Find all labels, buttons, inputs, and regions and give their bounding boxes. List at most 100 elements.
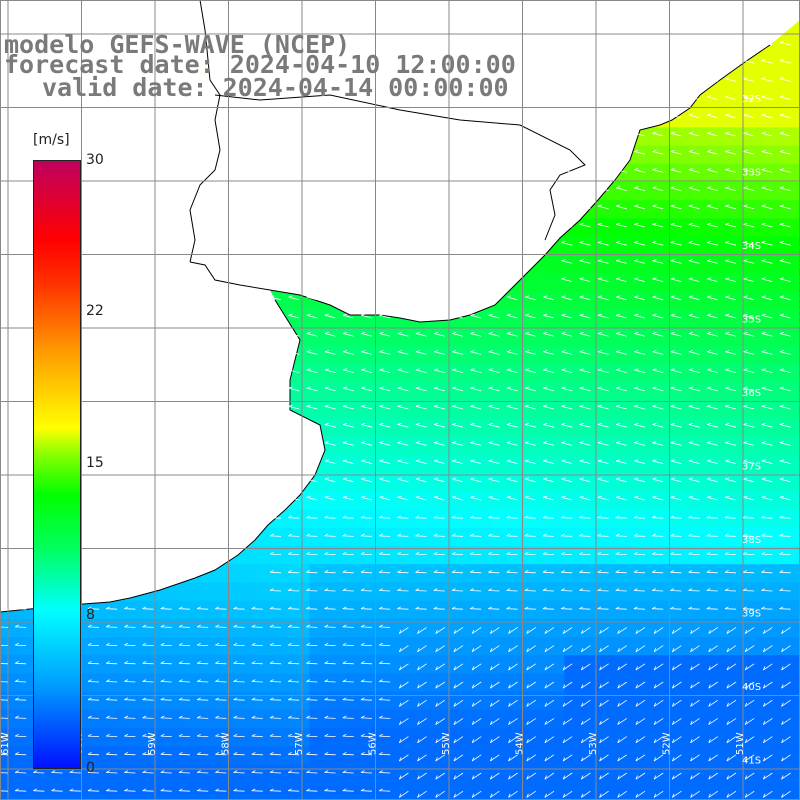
- wind-arrow: [652, 169, 664, 173]
- wind-arrow: [562, 645, 573, 653]
- wind-arrow-head: [762, 684, 766, 689]
- wind-arrow-head: [433, 386, 439, 389]
- wind-arrow: [779, 496, 791, 501]
- speed-cell: [163, 600, 183, 620]
- wind-arrow-head: [762, 720, 766, 725]
- wind-arrow-head: [762, 757, 766, 762]
- wind-arrow: [288, 735, 300, 737]
- speed-cell: [546, 618, 565, 638]
- speed-cell: [746, 436, 765, 456]
- wind-arrow: [652, 442, 664, 446]
- wind-arrow: [743, 169, 755, 173]
- speed-cell: [637, 728, 656, 747]
- wind-arrow: [324, 405, 336, 410]
- wind-arrow: [397, 571, 409, 574]
- speed-cell: [709, 582, 729, 602]
- wind-arrow: [542, 571, 555, 574]
- wind-arrow-head: [653, 793, 657, 798]
- wind-arrow-head: [688, 459, 693, 462]
- speed-cell: [436, 400, 456, 420]
- speed-cell: [691, 728, 711, 747]
- wind-arrow-head: [269, 606, 274, 610]
- speed-cell: [273, 782, 292, 800]
- wind-arrow-head: [360, 570, 365, 573]
- speed-cell: [782, 145, 800, 165]
- wind-arrow: [761, 387, 773, 392]
- wind-arrow-head: [526, 757, 529, 762]
- wind-arrow: [688, 424, 700, 428]
- wind-arrow-head: [415, 606, 420, 610]
- speed-cell: [728, 582, 747, 602]
- wind-arrow: [251, 772, 263, 774]
- wind-arrow-head: [288, 570, 292, 573]
- wind-arrow-head: [688, 570, 693, 573]
- speed-cell: [655, 345, 674, 365]
- wind-arrow-head: [615, 295, 621, 298]
- wind-arrow-head: [451, 588, 456, 591]
- speed-cell: [546, 364, 565, 383]
- wind-arrow: [633, 553, 646, 555]
- speed-cell: [291, 673, 310, 693]
- wind-arrow: [725, 132, 737, 137]
- speed-cell: [564, 691, 583, 711]
- speed-cell: [764, 618, 784, 638]
- speed-cell: [564, 782, 583, 800]
- wind-arrow-head: [471, 629, 475, 634]
- wind-arrow: [379, 644, 391, 646]
- wind-arrow: [743, 590, 755, 592]
- wind-arrow-head: [615, 515, 620, 519]
- wind-arrow: [581, 736, 591, 744]
- wind-arrow: [779, 114, 791, 119]
- speed-cell: [582, 709, 602, 729]
- wind-arrow: [306, 424, 318, 428]
- wind-arrow: [707, 333, 718, 337]
- wind-arrow: [399, 790, 409, 798]
- wind-arrow-head: [670, 386, 675, 389]
- speed-cell: [637, 691, 656, 711]
- wind-arrow-head: [744, 775, 748, 780]
- speed-cell: [564, 436, 583, 456]
- wind-arrow-head: [615, 551, 620, 555]
- wind-arrow: [690, 754, 700, 762]
- wind-arrow-head: [306, 404, 311, 407]
- wind-arrow-head: [781, 720, 784, 725]
- wind-arrow: [743, 314, 755, 319]
- wind-arrow-head: [342, 715, 347, 719]
- speed-cell: [673, 582, 693, 602]
- speed-cell: [455, 509, 474, 529]
- wind-arrow-head: [342, 770, 347, 773]
- wind-arrow: [542, 590, 555, 592]
- wind-arrow-head: [743, 168, 748, 171]
- speed-cell: [637, 782, 656, 800]
- speed-cell: [673, 382, 693, 401]
- wind-arrow-head: [453, 648, 456, 652]
- wind-arrow: [579, 351, 591, 355]
- wind-arrow: [324, 351, 336, 355]
- wind-arrow-head: [652, 459, 657, 462]
- speed-cell: [473, 709, 492, 729]
- speed-cell: [345, 382, 365, 401]
- speed-cell: [509, 764, 529, 784]
- wind-arrow: [543, 387, 555, 392]
- wind-arrow-head: [580, 648, 584, 652]
- speed-cell: [436, 473, 456, 492]
- wind-arrow-head: [706, 186, 712, 189]
- speed-cell: [455, 746, 474, 765]
- wind-arrow-head: [634, 259, 639, 262]
- wind-arrow: [215, 681, 227, 683]
- wind-arrow: [434, 351, 445, 355]
- wind-arrow: [399, 681, 409, 689]
- speed-cell: [364, 436, 383, 456]
- speed-cell: [254, 746, 274, 765]
- wind-arrow: [397, 314, 409, 319]
- wind-arrow: [215, 608, 227, 610]
- wind-arrow: [543, 496, 555, 501]
- wind-arrow-head: [779, 77, 784, 80]
- wind-arrow: [524, 608, 536, 610]
- wind-arrow: [178, 681, 191, 683]
- speed-cell: [582, 236, 602, 256]
- speed-cell: [691, 218, 711, 238]
- speed-cell: [691, 527, 711, 547]
- speed-cell: [509, 673, 529, 693]
- wind-arrow: [324, 608, 336, 610]
